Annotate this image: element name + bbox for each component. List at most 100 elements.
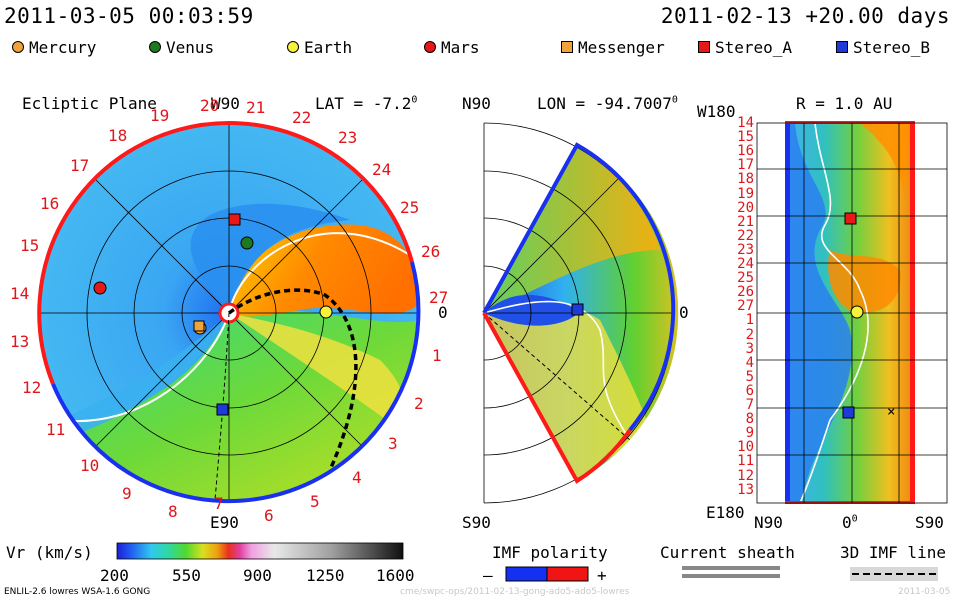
radial-sheet-line [799, 122, 869, 504]
stereo-a-icon [228, 213, 241, 226]
imf-footpoint-marker: × [887, 404, 895, 420]
legend-label: Stereo_A [715, 37, 793, 57]
source-credit: cme/swpc-ops/2011-02-13-gong-ado5-ado5-l… [400, 587, 630, 597]
meridional-lon-label: LON = -94.70070 [537, 94, 678, 113]
radial-x-n90: N90 [754, 513, 783, 532]
radial-row-label: 21 [737, 213, 754, 230]
radial-row-label: 20 [737, 199, 754, 216]
radial-row-label: 17 [737, 157, 754, 174]
radial-row-label: 15 [737, 129, 754, 146]
meridional-right-label: 0 [679, 303, 689, 322]
stereo-b-icon [571, 303, 584, 316]
meridional-edge-negative [482, 142, 662, 314]
radial-row-label: 1 [745, 312, 754, 329]
imf-line-earth [227, 288, 358, 471]
legend-messenger: Messenger [561, 38, 665, 57]
outer-ring-negative [51, 261, 421, 504]
radial-row-label: 9 [745, 425, 754, 442]
rot-label: 2 [414, 394, 424, 413]
x0-text: 0 [842, 513, 852, 532]
outer-ring-positive [228, 121, 414, 263]
earth-icon [287, 41, 299, 53]
radial-row-label: 14 [737, 115, 754, 131]
ecliptic-title: Ecliptic Plane [22, 94, 157, 113]
rot-label: 1 [432, 346, 442, 365]
meridional-edge-negative [628, 239, 676, 432]
colorbar-label: Vr (km/s) [6, 543, 93, 562]
stereo-a-icon [844, 212, 857, 225]
legend-venus: Venus [149, 37, 215, 57]
radial-row-label: 12 [737, 467, 754, 484]
rot-label: 12 [22, 378, 42, 397]
imf-line-swatch [850, 567, 938, 581]
legend-mercury: Mercury [12, 38, 96, 57]
radial-row-label: 4 [745, 354, 754, 371]
rot-label: 19 [150, 106, 170, 125]
colorbar-tick: 900 [243, 566, 272, 585]
imf-polarity-label: IMF polarity [492, 543, 608, 562]
colorbar-tick: 1600 [376, 566, 415, 585]
radial-row-label: 13 [737, 481, 754, 498]
colorbar-tick: 1250 [306, 566, 345, 585]
colorbar-tick: 200 [100, 566, 129, 585]
radial-row-label: 19 [737, 185, 754, 202]
radial-row-label: 24 [737, 256, 754, 272]
rot-label: 13 [10, 332, 30, 351]
rot-label: 23 [338, 128, 358, 147]
radial-row-label: 8 [745, 411, 754, 428]
radial-row-label: 2 [745, 326, 754, 343]
lat-degree: 0 [411, 94, 418, 106]
lon-degree: 0 [671, 94, 678, 106]
radial-row-label: 10 [737, 439, 754, 456]
radial-row-label: 7 [745, 397, 754, 413]
legend-earth: Earth [287, 38, 352, 57]
current-sheath-swatch [682, 574, 780, 578]
lon-text: LON = -94.7007 [537, 94, 672, 113]
legend-mars: Mars [424, 37, 480, 57]
radial-row-label: 16 [737, 143, 754, 160]
radial-top-edge [785, 121, 915, 124]
polarity-minus: – [483, 566, 493, 585]
legend-label: Mars [441, 37, 480, 57]
rot-label: 10 [80, 456, 100, 475]
date-credit: 2011-03-05 [898, 587, 951, 597]
outer-ring-positive [37, 121, 230, 385]
radial-row-label: 23 [737, 241, 754, 258]
rot-label: 4 [352, 468, 362, 487]
rot-label: 20 [200, 96, 220, 115]
mercury-icon [12, 41, 24, 53]
earth-icon [850, 305, 864, 319]
x0-degree: 0 [851, 513, 858, 525]
rot-label: 18 [108, 126, 128, 145]
rot-label: 14 [10, 284, 30, 303]
legend-stereo-b: Stereo_B [836, 38, 930, 57]
meridional-sheet-line [483, 300, 631, 441]
rot-label: 27 [429, 288, 449, 307]
rot-label: 24 [372, 160, 392, 179]
legend-label: Venus [166, 37, 215, 57]
radial-x-s90: S90 [915, 513, 944, 532]
radial-row-label: 5 [745, 368, 754, 385]
rot-label: 3 [388, 434, 398, 453]
stereo-a-icon [698, 41, 710, 53]
stereo-b-icon [216, 403, 229, 416]
earth-icon [319, 305, 333, 319]
current-sheet-line [59, 232, 411, 423]
radial-row-label: 26 [737, 284, 754, 301]
current-sheath-swatch [682, 566, 780, 570]
model-credit: ENLIL-2.6 lowres WSA-1.6 GONG [4, 587, 151, 597]
rot-label: 11 [46, 420, 66, 439]
ecliptic-right-label: 0 [438, 303, 448, 322]
radial-top-left: W180 [697, 102, 736, 121]
imf-line-stereo-b [214, 312, 230, 501]
radial-r-label: R = 1.0 AU [796, 94, 893, 113]
colorbar [116, 542, 404, 560]
legend-stereo-a: Stereo_A [698, 37, 793, 57]
radial-row-label: 18 [737, 171, 754, 188]
radial-row-label: 11 [737, 453, 754, 470]
ecliptic-bottom-label: E90 [210, 513, 239, 532]
meridional-edge-positive [482, 312, 632, 484]
polarity-negative-swatch [505, 566, 548, 582]
rot-label: 16 [40, 194, 60, 213]
